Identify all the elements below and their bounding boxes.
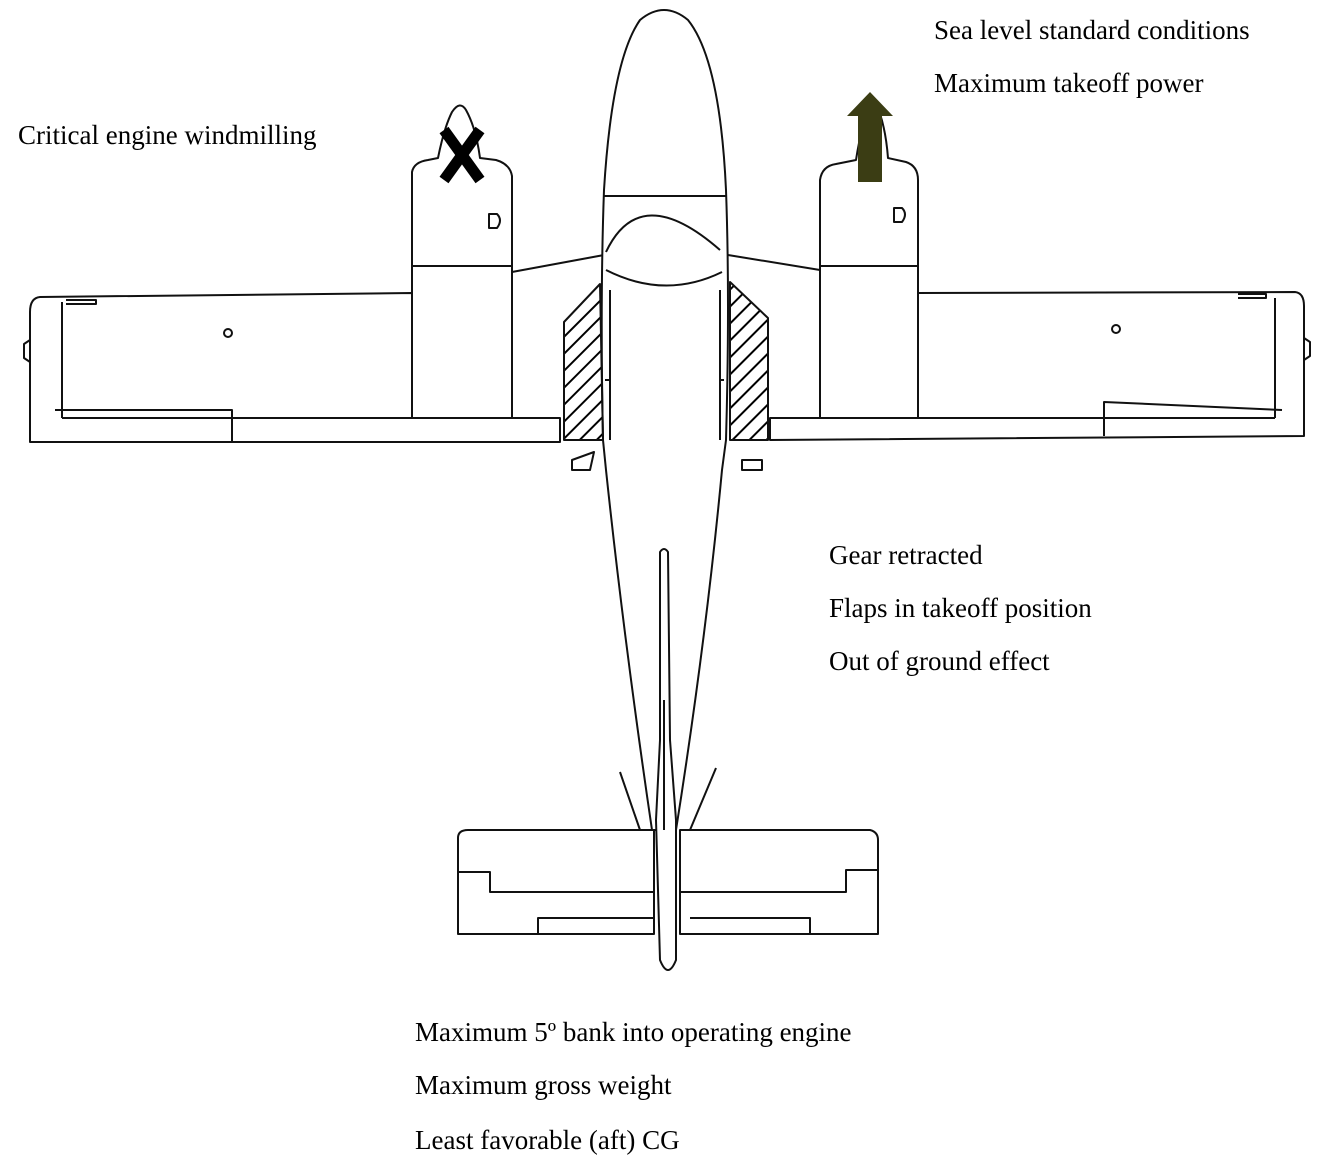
annotation-ground-effect: Out of ground effect <box>829 646 1050 676</box>
left-wing <box>23 292 561 443</box>
annotation-gross-weight: Maximum gross weight <box>415 1070 672 1100</box>
left-engine-nacelle <box>411 104 605 419</box>
conditions-bottom: Maximum 5º bank into operating engine Ma… <box>415 1019 852 1154</box>
conditions-middle-right: Gear retracted Flaps in takeoff position… <box>829 542 1092 675</box>
x-mark-icon <box>439 126 485 184</box>
annotation-cg: Least favorable (aft) CG <box>415 1125 680 1155</box>
annotation-gear: Gear retracted <box>829 540 983 570</box>
wing-root-hatch <box>563 281 769 471</box>
annotation-takeoff-power: Maximum takeoff power <box>934 68 1204 98</box>
horizontal-stabilizer <box>457 829 879 935</box>
fuselage <box>600 9 729 971</box>
annotation-bank: Maximum 5º bank into operating engine <box>415 1017 852 1047</box>
annotation-critical-engine: Critical engine windmilling <box>18 120 317 150</box>
conditions-top-right: Sea level standard conditions Maximum ta… <box>934 17 1250 97</box>
arrow-up-icon <box>847 92 893 182</box>
right-wing <box>769 291 1311 441</box>
thrust-arrow <box>847 92 893 182</box>
annotation-sea-level: Sea level standard conditions <box>934 15 1250 45</box>
annotation-flaps: Flaps in takeoff position <box>829 593 1092 623</box>
